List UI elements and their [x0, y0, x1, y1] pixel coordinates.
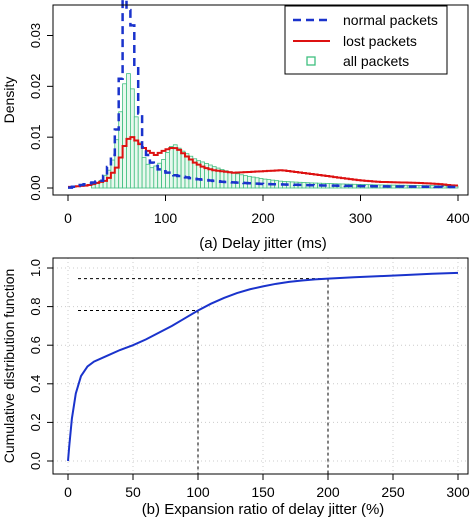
cdf-line — [67, 271, 459, 462]
grid-b — [53, 258, 468, 474]
histogram-bar — [133, 116, 139, 189]
y-tick-label-a: 0.00 — [28, 175, 43, 200]
histogram-bar — [391, 184, 397, 189]
x-tick-label-b: 200 — [316, 484, 340, 500]
x-tick-label-a: 200 — [251, 210, 275, 226]
legend: normal packets lost packets all packets — [284, 5, 448, 75]
histogram-bar — [122, 83, 127, 189]
histogram-bar — [126, 73, 131, 189]
histogram-bar — [141, 157, 147, 189]
legend-lost-label: lost packets — [343, 33, 417, 49]
x-tick-label-b: 300 — [446, 484, 470, 500]
histogram-bar — [313, 182, 319, 189]
reference-lines — [78, 278, 329, 474]
x-tick-label-b: 50 — [125, 484, 141, 500]
x-tick-label-b: 100 — [186, 484, 210, 500]
y-axis-label-b: Cumulative distribution function — [1, 269, 17, 464]
y-tick-label-b: 0.0 — [28, 452, 43, 470]
panel-a: 0 100 200 300 400 0.00 0.01 0.02 0.03 Density (a… — [1, 0, 470, 252]
axes-b: 0 50 100 150 200 250 300 0.0 0.2 0.4 0.6 0.8 1.0 — [28, 259, 470, 500]
y-tick-label-b: 1.0 — [28, 259, 43, 277]
legend-all-swatch — [306, 56, 316, 66]
x-tick-label-a: 400 — [446, 210, 470, 226]
y-tick-label-b: 0.4 — [28, 375, 43, 393]
histogram-bar — [145, 163, 151, 189]
x-tick-label-b: 250 — [381, 484, 405, 500]
histogram-bar — [352, 183, 358, 189]
caption-a: (a) Delay jitter (ms) — [199, 235, 327, 252]
y-tick-label-b: 0.6 — [28, 336, 43, 354]
histogram-bar — [227, 171, 233, 189]
histogram-bar — [231, 172, 237, 189]
x-tick-label-a: 100 — [154, 210, 178, 226]
x-tick-label-a: 300 — [349, 210, 373, 226]
y-tick-label-b: 0.8 — [28, 298, 43, 316]
histogram-bar — [235, 173, 240, 189]
y-axis-label-a: Density — [1, 77, 17, 124]
x-tick-label-a: 0 — [64, 210, 72, 226]
histogram-bar — [137, 141, 143, 189]
plot-frame-a — [52, 4, 469, 196]
histogram-bar — [172, 144, 178, 189]
x-tick-label-b: 150 — [251, 484, 275, 500]
y-tick-label-a: 0.03 — [28, 23, 43, 48]
legend-box — [284, 5, 448, 75]
histogram-bar — [223, 170, 229, 189]
y-tick-label-a: 0.01 — [28, 125, 43, 150]
panel-b: 0 50 100 150 200 250 300 0.0 0.2 0.4 0.6 0.8 1.0 Cum… — [1, 257, 470, 518]
lost-packets-line — [68, 136, 458, 188]
x-tick-label-b: 0 — [64, 484, 72, 500]
legend-normal-label: normal packets — [343, 12, 438, 28]
y-tick-label-a: 0.02 — [28, 74, 43, 99]
histogram-bar — [301, 182, 307, 189]
plot-frame-b — [52, 257, 469, 475]
normal-packets-line — [68, 0, 458, 189]
y-tick-label-b: 0.2 — [28, 413, 43, 431]
caption-b: (b) Expansion ratio of delay jitter (%) — [142, 501, 385, 518]
histogram-bar — [168, 146, 174, 189]
histogram-bar — [250, 176, 256, 189]
axes-a: 0 100 200 300 400 0.00 0.01 0.02 0.03 — [28, 23, 470, 226]
histogram-bar — [149, 167, 155, 189]
legend-all-label: all packets — [343, 53, 409, 69]
histogram-bar — [239, 174, 244, 189]
